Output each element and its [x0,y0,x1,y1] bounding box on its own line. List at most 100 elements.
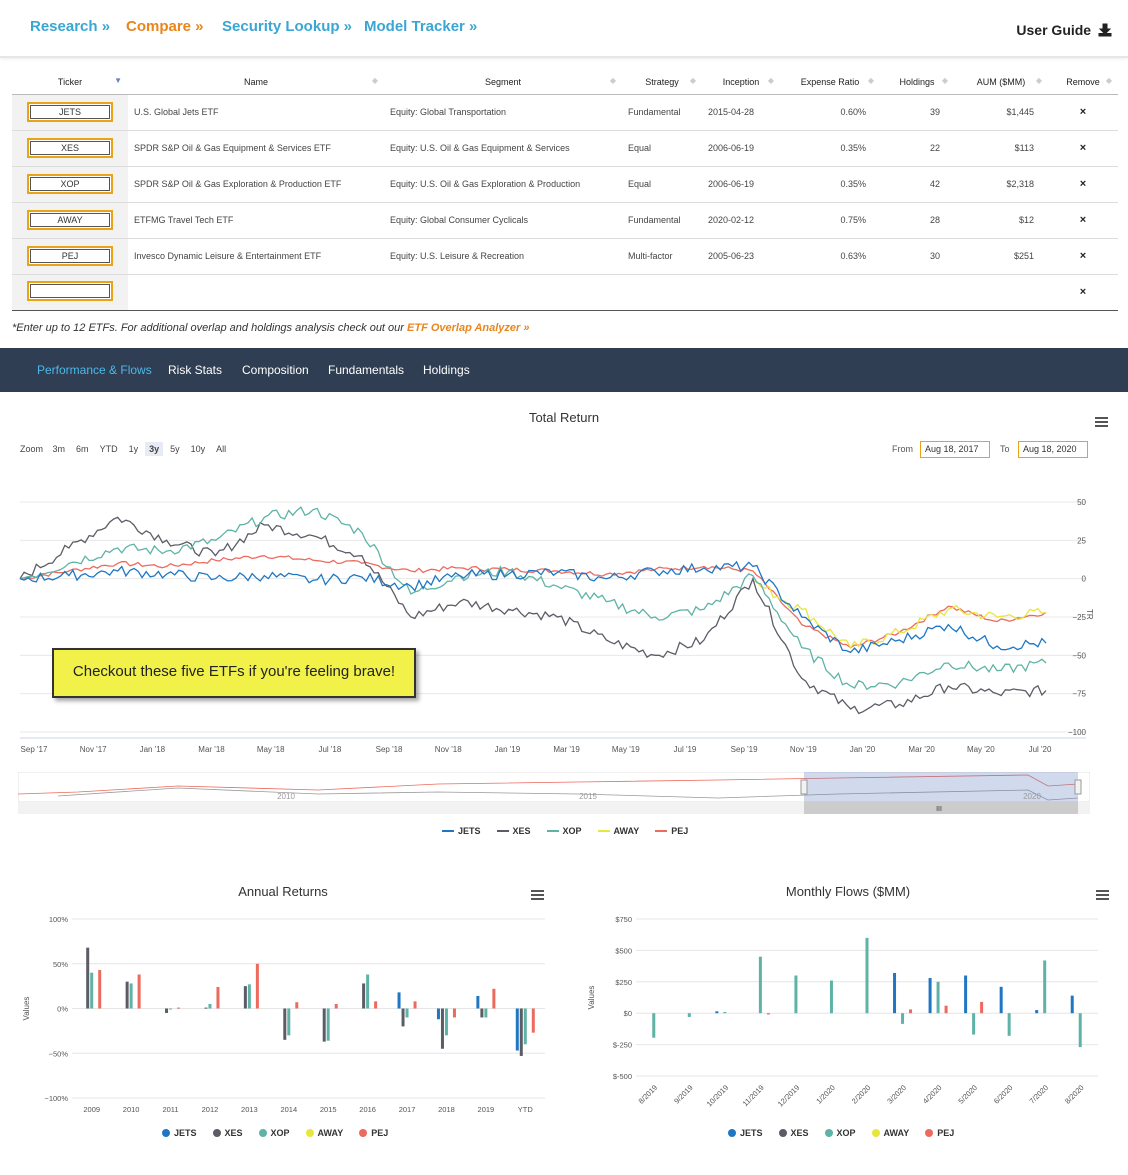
chart-menu-icon[interactable] [531,890,544,900]
header-ticker[interactable]: Ticker ▼ [12,70,128,95]
legend-marker [655,830,668,832]
monthly-flows-title: Monthly Flows ($MM) [785,884,911,899]
legend-item-xes[interactable]: XES [778,1128,809,1138]
legend-label: XES [512,826,531,836]
inception-cell: 2006-06-19 [702,165,780,202]
ticker-input[interactable]: JETS [27,102,113,122]
bar-xes [440,1008,444,1049]
remove-button[interactable]: × [1048,129,1118,166]
nav-model-tracker-link[interactable]: Model Tracker » [364,18,478,35]
legend-item-jets[interactable]: JETS [442,826,481,836]
aum-cell [954,273,1048,311]
user-guide-link[interactable]: User Guide [1016,22,1112,38]
bar-xop [366,974,370,1009]
sort-icon: ◆ [1035,76,1042,85]
header-aum[interactable]: AUM ($MM) ◆ [954,70,1048,95]
x-tick-label: 2013 [241,1105,258,1114]
nav-research-link[interactable]: Research » [30,18,111,35]
header-holdings[interactable]: Holdings ◆ [880,70,954,95]
x-tick-label: 6/2020 [992,1083,1015,1106]
legend-item-away[interactable]: AWAY [871,1128,909,1138]
bar-pej [766,1013,770,1015]
ticker-input[interactable]: XOP [27,174,113,194]
ticker-cell: XOP [12,165,128,202]
y-tick-label: −75 [1072,690,1086,699]
zoom-button-3y[interactable]: 3y [145,442,164,456]
bar-xop [444,1008,448,1036]
legend-item-pej[interactable]: PEJ [925,1128,954,1138]
header-expense-ratio[interactable]: Expense Ratio ◆ [780,70,880,95]
header-label: Ticker [57,76,83,87]
zoom-button-6m[interactable]: 6m [76,444,89,454]
chart-menu-icon[interactable] [1095,417,1108,427]
zoom-button-ytd[interactable]: YTD [99,444,118,454]
tab-holdings[interactable]: Holdings [423,363,470,377]
header-inception[interactable]: Inception ◆ [702,70,780,95]
legend-item-xop[interactable]: XOP [546,826,582,836]
remove-button[interactable]: × [1048,237,1118,274]
header-name[interactable]: Name ◆ [128,70,384,95]
legend-item-xes[interactable]: XES [496,826,531,836]
remove-button[interactable]: × [1048,273,1118,311]
navigator-year-label: 2020 [1023,792,1041,801]
legend-item-xop[interactable]: XOP [258,1128,290,1138]
navigator-series-pej [18,774,1079,795]
x-tick-label: Mar '19 [553,745,580,754]
header-label: Remove [1066,76,1100,87]
aum-cell: $12 [954,201,1048,238]
y-tick-label: $250 [615,978,632,987]
tab-composition[interactable]: Composition [242,363,309,377]
y-axis-title: TR [1085,609,1094,620]
table-header-row: Ticker ▼ Name ◆ Segment ◆ Strategy ◆ Incepti… [12,70,1118,95]
zoom-button-3m[interactable]: 3m [52,444,66,454]
legend-item-jets[interactable]: JETS [728,1128,763,1138]
ticker-input[interactable]: XES [27,138,113,158]
legend-item-xop[interactable]: XOP [824,1128,856,1138]
zoom-label: Zoom [20,444,44,454]
legend-item-pej[interactable]: PEJ [655,826,688,836]
legend-item-pej[interactable]: PEJ [359,1128,388,1138]
remove-button[interactable]: × [1048,201,1118,238]
ticker-input[interactable]: PEJ [27,246,113,266]
name-cell: SPDR S&P Oil & Gas Exploration & Product… [128,165,384,202]
legend-item-away[interactable]: AWAY [597,826,639,836]
x-tick-label: Jan '18 [140,745,166,754]
tab-performance-flows[interactable]: Performance & Flows [37,363,152,377]
zoom-button-all[interactable]: All [216,444,227,454]
bar-xop [523,1008,527,1045]
bar-xop [652,1013,656,1038]
tab-fundamentals[interactable]: Fundamentals [328,363,405,377]
remove-button[interactable]: × [1048,165,1118,202]
to-date-input[interactable]: Aug 18, 2020 [1018,441,1088,458]
x-tick-label: 2018 [438,1105,455,1114]
bar-pej [980,1001,984,1014]
remove-button[interactable]: × [1048,93,1118,130]
header-segment[interactable]: Segment ◆ [384,70,622,95]
navigator-series-other [57,787,1079,801]
legend-item-away[interactable]: AWAY [305,1128,343,1138]
range-navigator[interactable]: III 2010 2015 2020 [18,772,1090,816]
aum-cell: $113 [954,129,1048,166]
header-strategy[interactable]: Strategy ◆ [622,70,702,95]
zoom-button-10y[interactable]: 10y [190,444,206,454]
etf-overlap-analyzer-link[interactable]: ETF Overlap Analyzer » [407,322,530,334]
legend-marker [305,1129,314,1137]
bar-pej [413,1001,417,1009]
chart-menu-icon[interactable] [1096,890,1109,900]
nav-compare-link[interactable]: Compare » [126,18,204,35]
zoom-button-5y[interactable]: 5y [170,444,180,454]
legend-item-xes[interactable]: XES [212,1128,243,1138]
er-cell [780,273,880,311]
legend-label: XES [790,1128,809,1138]
ticker-input[interactable] [27,281,113,301]
ticker-input[interactable]: AWAY [27,210,113,230]
from-date-input[interactable]: Aug 18, 2017 [920,441,990,458]
legend-item-jets[interactable]: JETS [162,1128,197,1138]
tab-risk-stats[interactable]: Risk Stats [168,363,223,377]
nav-security-lookup-link[interactable]: Security Lookup » [222,18,353,35]
zoom-button-1y[interactable]: 1y [128,444,139,454]
bar-pej [137,974,141,1009]
segment-cell [384,273,622,311]
legend-marker [546,830,559,832]
legend-marker [925,1129,934,1137]
